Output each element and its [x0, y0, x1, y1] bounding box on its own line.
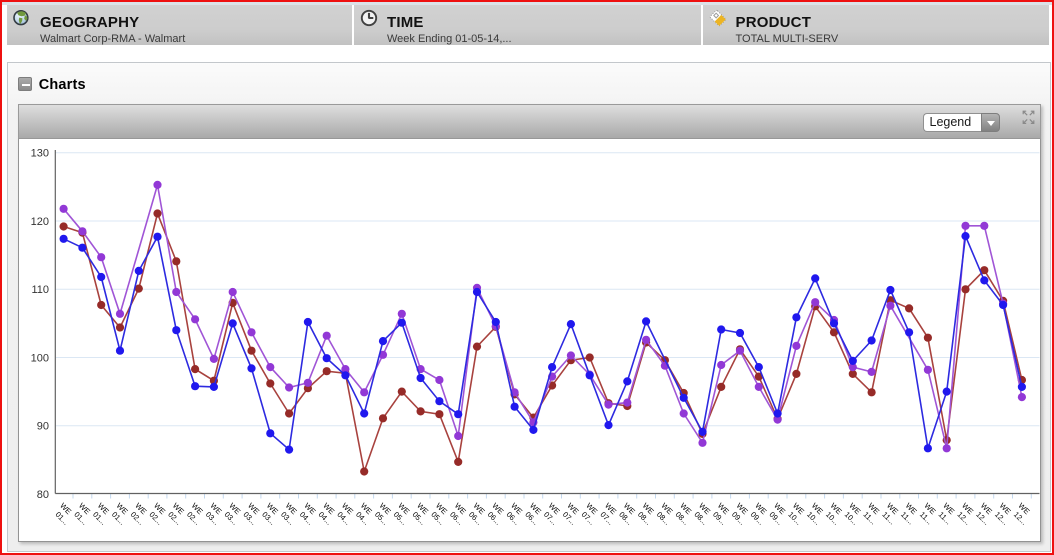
svg-text:WE03...: WE03... [220, 501, 246, 527]
svg-text:WE01...: WE01... [70, 501, 96, 527]
svg-text:90: 90 [37, 421, 49, 433]
svg-text:WE12...: WE12... [972, 501, 998, 527]
svg-text:WE11...: WE11... [897, 501, 922, 526]
svg-text:WE12...: WE12... [953, 501, 979, 527]
svg-text:WE09...: WE09... [728, 501, 754, 527]
svg-text:WE05...: WE05... [371, 501, 397, 527]
svg-text:WE07...: WE07... [540, 501, 566, 527]
svg-text:WE06...: WE06... [446, 501, 472, 527]
svg-text:WE12...: WE12... [991, 501, 1017, 527]
svg-text:WE02...: WE02... [183, 501, 209, 527]
svg-text:80: 80 [37, 489, 49, 501]
svg-text:WE05...: WE05... [390, 501, 416, 527]
svg-text:WE04...: WE04... [352, 501, 378, 527]
svg-text:WE04...: WE04... [296, 501, 322, 527]
svg-text:WE01...: WE01... [108, 501, 134, 527]
svg-text:WE04...: WE04... [333, 501, 359, 527]
svg-text:WE11...: WE11... [878, 501, 903, 526]
svg-text:WE03...: WE03... [202, 501, 228, 527]
svg-text:130: 130 [31, 148, 49, 160]
svg-text:WE10...: WE10... [784, 501, 810, 527]
svg-text:WE10...: WE10... [822, 501, 848, 527]
svg-text:WE12...: WE12... [1010, 501, 1036, 527]
svg-text:WE03...: WE03... [277, 501, 303, 527]
svg-text:WE07...: WE07... [577, 501, 603, 527]
svg-text:WE11...: WE11... [934, 501, 959, 526]
svg-text:WE10...: WE10... [803, 501, 829, 527]
svg-text:100: 100 [31, 352, 49, 364]
svg-text:WE06...: WE06... [502, 501, 528, 527]
svg-text:WE03...: WE03... [258, 501, 284, 527]
svg-text:WE02...: WE02... [164, 501, 190, 527]
svg-text:WE03...: WE03... [239, 501, 265, 527]
svg-text:WE11...: WE11... [916, 501, 941, 526]
svg-text:WE06...: WE06... [465, 501, 491, 527]
svg-text:WE10...: WE10... [841, 501, 867, 527]
svg-text:WE02...: WE02... [145, 501, 171, 527]
svg-text:WE08...: WE08... [615, 501, 641, 527]
svg-text:WE05...: WE05... [408, 501, 434, 527]
svg-text:WE05...: WE05... [427, 501, 453, 527]
svg-text:120: 120 [31, 216, 49, 228]
svg-text:WE09...: WE09... [747, 501, 773, 527]
svg-text:WE09...: WE09... [765, 501, 791, 527]
svg-text:WE08...: WE08... [653, 501, 679, 527]
svg-text:WE08...: WE08... [634, 501, 660, 527]
svg-text:WE01...: WE01... [51, 501, 77, 527]
svg-text:110: 110 [31, 284, 49, 296]
svg-text:WE01...: WE01... [89, 501, 115, 527]
svg-text:WE09...: WE09... [709, 501, 735, 527]
svg-text:WE07...: WE07... [559, 501, 585, 527]
svg-text:WE11...: WE11... [859, 501, 884, 526]
svg-text:WE08...: WE08... [671, 501, 697, 527]
svg-text:WE07...: WE07... [596, 501, 622, 527]
svg-text:WE06...: WE06... [484, 501, 510, 527]
